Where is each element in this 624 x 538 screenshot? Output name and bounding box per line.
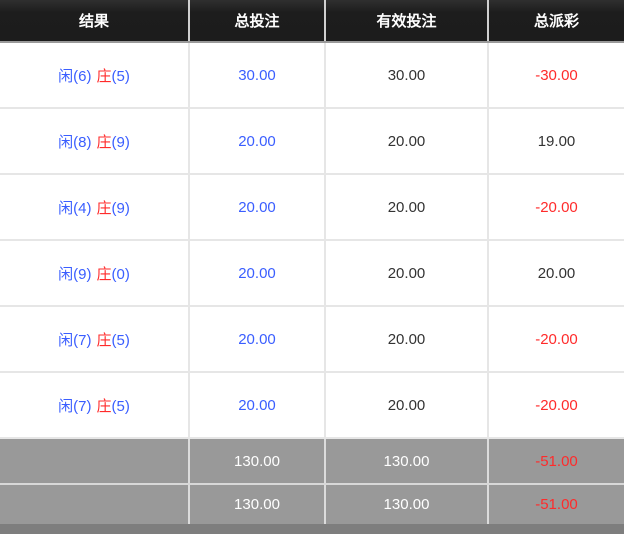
summary-valid-bet-cell: 130.00 xyxy=(326,485,489,524)
total-bet-cell: 20.00 xyxy=(190,109,326,173)
payout-cell: 19.00 xyxy=(537,132,576,150)
total-bet-cell: 20.00 xyxy=(190,307,326,371)
banker-number: (9) xyxy=(111,133,130,151)
payout-cell: -20.00 xyxy=(535,198,578,216)
summary-total-bet-cell: 130.00 xyxy=(190,439,326,483)
total-bet-cell: 30.00 xyxy=(190,43,326,107)
result-cell: 闲(4) 庄(9) xyxy=(0,175,190,239)
banker-number: (0) xyxy=(111,265,130,283)
table-row: 闲(6) 庄(5) 30.00 30.00 -30.00 xyxy=(0,43,624,109)
total-bet-cell: 20.00 xyxy=(190,241,326,305)
summary-payout-cell: -51.00 xyxy=(535,452,578,470)
banker-result: 庄(0) xyxy=(96,263,129,284)
player-result: 闲(7) xyxy=(58,397,92,415)
valid-bet-cell: 20.00 xyxy=(326,307,489,371)
total-bet-cell: 20.00 xyxy=(190,373,326,437)
player-result: 闲(9) xyxy=(58,265,92,283)
payout-cell: 20.00 xyxy=(537,264,576,282)
banker-number: (5) xyxy=(111,67,130,85)
table-header-row: 结果 总投注 有效投注 总派彩 xyxy=(0,0,624,43)
bottom-bar xyxy=(0,524,624,534)
column-header-payout: 总派彩 xyxy=(533,13,579,30)
banker-result: 庄(5) xyxy=(96,65,129,86)
banker-result: 庄(5) xyxy=(96,329,129,350)
banker-number: (9) xyxy=(111,199,130,217)
summary-total-bet-cell: 130.00 xyxy=(190,485,326,524)
banker-result: 庄(9) xyxy=(96,197,129,218)
banker-label: 庄 xyxy=(96,265,112,283)
result-cell: 闲(7) 庄(5) xyxy=(0,373,190,437)
banker-number: (5) xyxy=(111,397,130,415)
table-row: 闲(7) 庄(5) 20.00 20.00 -20.00 xyxy=(0,307,624,373)
result-cell: 闲(9) 庄(0) xyxy=(0,241,190,305)
table-row: 闲(9) 庄(0) 20.00 20.00 20.00 xyxy=(0,241,624,307)
player-result: 闲(6) xyxy=(58,67,92,85)
result-cell: 闲(6) 庄(5) xyxy=(0,43,190,107)
summary-result-cell xyxy=(0,485,190,524)
table-row: 闲(4) 庄(9) 20.00 20.00 -20.00 xyxy=(0,175,624,241)
banker-result: 庄(9) xyxy=(96,131,129,152)
banker-label: 庄 xyxy=(96,67,112,85)
summary-payout-cell: -51.00 xyxy=(535,496,578,513)
summary-result-cell xyxy=(0,439,190,483)
valid-bet-cell: 30.00 xyxy=(326,43,489,107)
table-row: 闲(7) 庄(5) 20.00 20.00 -20.00 xyxy=(0,373,624,439)
banker-number: (5) xyxy=(111,331,130,349)
summary-valid-bet-cell: 130.00 xyxy=(326,439,489,483)
banker-result: 庄(5) xyxy=(96,395,129,416)
payout-cell: -20.00 xyxy=(535,396,578,414)
valid-bet-cell: 20.00 xyxy=(326,241,489,305)
player-result: 闲(4) xyxy=(58,199,92,217)
banker-label: 庄 xyxy=(96,199,112,217)
total-bet-cell: 20.00 xyxy=(190,175,326,239)
table-row: 闲(8) 庄(9) 20.00 20.00 19.00 xyxy=(0,109,624,175)
payout-cell: -20.00 xyxy=(535,330,578,348)
summary-row: 130.00 130.00 -51.00 xyxy=(0,485,624,524)
payout-cell: -30.00 xyxy=(535,66,578,84)
result-cell: 闲(7) 庄(5) xyxy=(0,307,190,371)
player-result: 闲(8) xyxy=(58,133,92,151)
banker-label: 庄 xyxy=(96,133,112,151)
result-cell: 闲(8) 庄(9) xyxy=(0,109,190,173)
summary-row: 130.00 130.00 -51.00 xyxy=(0,439,624,485)
valid-bet-cell: 20.00 xyxy=(326,373,489,437)
banker-label: 庄 xyxy=(96,331,112,349)
column-header-valid-bet: 有效投注 xyxy=(326,0,489,41)
player-result: 闲(7) xyxy=(58,331,92,349)
column-header-result: 结果 xyxy=(0,0,190,41)
valid-bet-cell: 20.00 xyxy=(326,109,489,173)
valid-bet-cell: 20.00 xyxy=(326,175,489,239)
column-header-total-bet: 总投注 xyxy=(190,0,326,41)
banker-label: 庄 xyxy=(96,397,112,415)
